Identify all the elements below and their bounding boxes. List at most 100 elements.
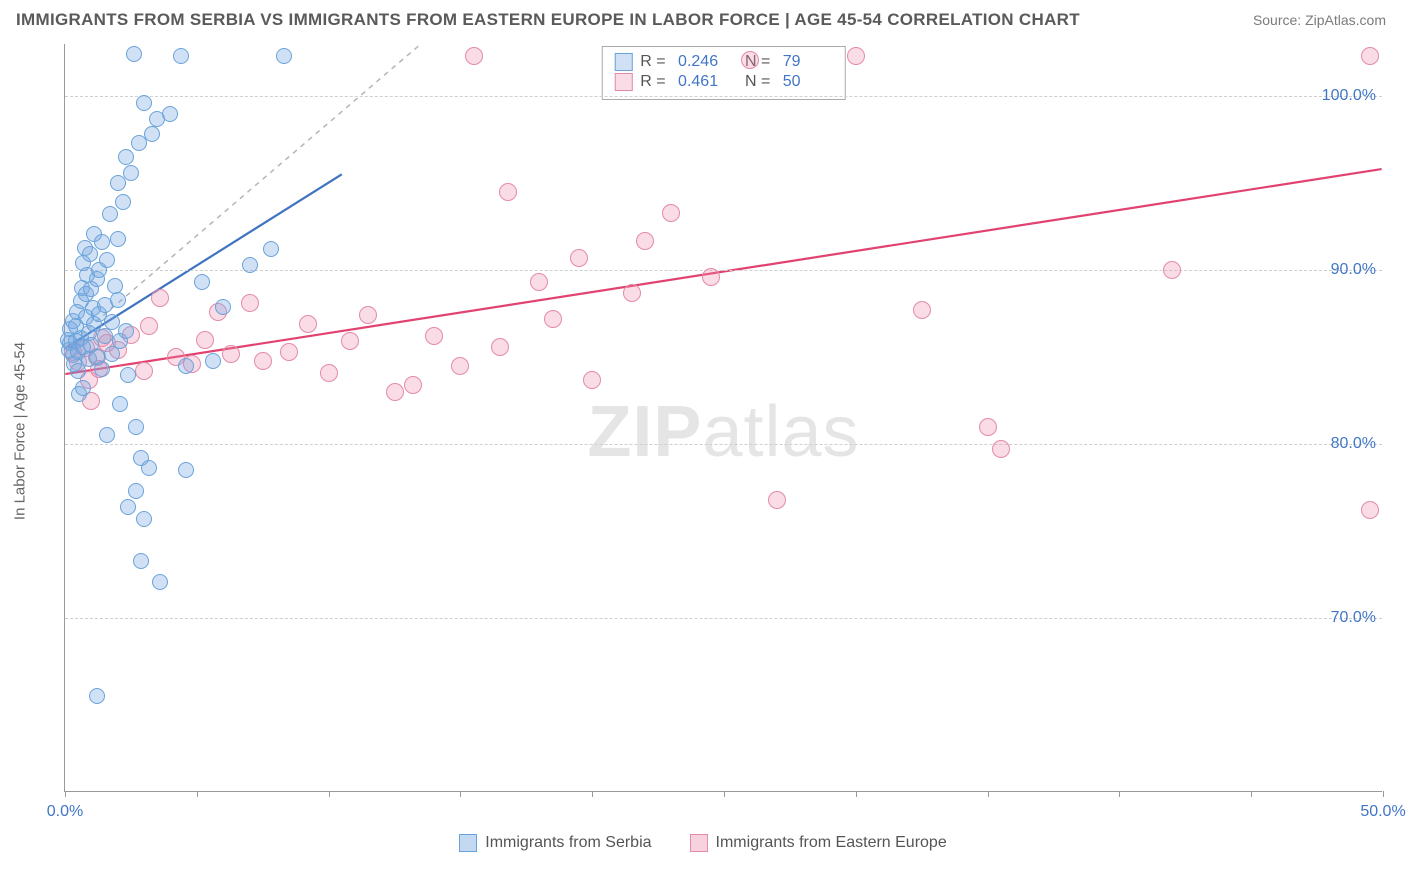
data-point (94, 234, 110, 250)
data-point (263, 241, 279, 257)
x-tick-label: 50.0% (1360, 803, 1405, 821)
data-point (847, 47, 865, 65)
data-point (97, 328, 113, 344)
x-tick-mark (856, 791, 857, 797)
legend-r-value: 0.461 (678, 73, 728, 91)
data-point (768, 491, 786, 509)
x-tick-mark (65, 791, 66, 797)
data-point (215, 299, 231, 315)
data-point (979, 418, 997, 436)
trend-lines-layer (65, 44, 1382, 791)
data-point (241, 294, 259, 312)
y-tick-label: 100.0% (1322, 87, 1376, 105)
data-point (1361, 47, 1379, 65)
data-point (162, 106, 178, 122)
x-tick-mark (1251, 791, 1252, 797)
data-point (110, 231, 126, 247)
data-point (276, 48, 292, 64)
data-point (425, 327, 443, 345)
data-point (386, 383, 404, 401)
chart-container: In Labor Force | Age 45-54 ZIPatlas R = … (16, 44, 1390, 818)
data-point (102, 206, 118, 222)
data-point (196, 331, 214, 349)
y-tick-label: 90.0% (1331, 261, 1376, 279)
data-point (254, 352, 272, 370)
data-point (75, 380, 91, 396)
x-tick-label: 0.0% (47, 803, 83, 821)
data-point (299, 315, 317, 333)
legend-row: R = 0.461 N = 50 (614, 73, 832, 91)
y-tick-label: 80.0% (1331, 435, 1376, 453)
data-point (128, 419, 144, 435)
data-point (491, 338, 509, 356)
x-tick-mark (329, 791, 330, 797)
gridline-h (65, 270, 1382, 271)
data-point (359, 306, 377, 324)
data-point (913, 301, 931, 319)
data-point (82, 246, 98, 262)
data-point (178, 358, 194, 374)
plot-area: ZIPatlas R = 0.246 N = 79R = 0.461 N = 5… (64, 44, 1382, 792)
data-point (135, 362, 153, 380)
x-tick-mark (197, 791, 198, 797)
data-point (242, 257, 258, 273)
gridline-h (65, 618, 1382, 619)
data-point (205, 353, 221, 369)
data-point (133, 553, 149, 569)
data-point (118, 323, 134, 339)
legend-n-value: 50 (783, 73, 833, 91)
data-point (570, 249, 588, 267)
legend-swatch (614, 53, 632, 71)
data-point (120, 499, 136, 515)
chart-source: Source: ZipAtlas.com (1253, 12, 1386, 28)
data-point (115, 194, 131, 210)
data-point (152, 574, 168, 590)
x-tick-mark (1119, 791, 1120, 797)
data-point (465, 47, 483, 65)
data-point (623, 284, 641, 302)
y-tick-label: 70.0% (1331, 609, 1376, 627)
data-point (99, 252, 115, 268)
data-point (1163, 261, 1181, 279)
data-point (702, 268, 720, 286)
x-tick-mark (988, 791, 989, 797)
data-point (140, 317, 158, 335)
legend-item: Immigrants from Serbia (459, 834, 651, 852)
data-point (662, 204, 680, 222)
data-point (118, 149, 134, 165)
data-point (636, 232, 654, 250)
legend-label: Immigrants from Serbia (485, 834, 651, 852)
data-point (99, 427, 115, 443)
data-point (341, 332, 359, 350)
data-point (120, 367, 136, 383)
legend-n-value: 79 (783, 53, 833, 71)
gridline-h (65, 444, 1382, 445)
correlation-legend: R = 0.246 N = 79R = 0.461 N = 50 (601, 46, 845, 100)
data-point (1361, 501, 1379, 519)
data-point (128, 483, 144, 499)
legend-r-value: 0.246 (678, 53, 728, 71)
data-point (136, 95, 152, 111)
data-point (451, 357, 469, 375)
data-point (741, 51, 759, 69)
legend-label: Immigrants from Eastern Europe (716, 834, 947, 852)
data-point (583, 371, 601, 389)
data-point (110, 175, 126, 191)
x-tick-mark (592, 791, 593, 797)
data-point (320, 364, 338, 382)
legend-r-label: R = (640, 53, 670, 71)
data-point (530, 273, 548, 291)
data-point (110, 292, 126, 308)
data-point (151, 289, 169, 307)
data-point (144, 126, 160, 142)
data-point (112, 396, 128, 412)
data-point (544, 310, 562, 328)
legend-item: Immigrants from Eastern Europe (690, 834, 947, 852)
data-point (222, 345, 240, 363)
data-point (126, 46, 142, 62)
data-point (141, 460, 157, 476)
data-point (94, 361, 110, 377)
gridline-h (65, 96, 1382, 97)
chart-title: IMMIGRANTS FROM SERBIA VS IMMIGRANTS FRO… (16, 10, 1080, 30)
legend-swatch (459, 834, 477, 852)
